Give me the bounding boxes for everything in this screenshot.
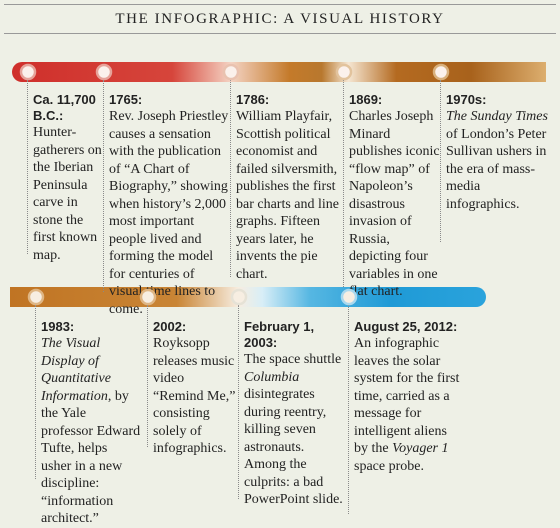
event: 1765: Rev. Joseph Priestley causes a sen… [103,80,229,317]
event-text: space probe. [354,458,424,474]
event-text: disintegrates during reentry, killing se… [244,387,343,507]
event: August 25, 2012: An infographic leaves t… [348,305,464,514]
marker [139,288,157,306]
event-text: The space shuttle [244,352,342,367]
event-text: The Sunday Times [446,109,548,124]
event-text: , by the Yale professor Edward Tufte, he… [41,388,141,527]
marker [95,63,113,81]
event-text: Columbia [244,369,300,385]
event: 1786: William Playfair, Scottish politic… [230,80,340,282]
event-text: Charles Joseph Minard publishes iconic “… [349,109,440,299]
marker [27,288,45,306]
event-text: Hunter-gatherers on the Iberian Peninsul… [33,125,102,263]
marker [432,63,450,81]
event-date: 1983: [41,319,75,334]
event-date: 1869: [349,92,383,107]
event-text: The Visual Display of Quantitative Infor… [41,336,111,404]
event: 1983: The Visual Display of Quantitative… [35,305,141,526]
event-text: Rev. Joseph Priestley causes a sensation… [109,109,229,317]
timeline-bar [10,287,486,307]
marker [335,63,353,81]
event: February 1, 2003: The space shuttle Colu… [238,305,344,507]
event: 2002: Royksopp releases music video “Rem… [147,305,237,456]
title: THE INFOGRAPHIC: A VISUAL HISTORY [4,4,556,34]
event: 1970s: The Sunday Times of London’s Pete… [440,80,554,242]
event-date: Ca. 11,700 B.C.: [33,92,96,123]
event-text: of London’s Peter Sullivan ushers in the… [446,126,547,212]
marker [340,288,358,306]
timeline-bar [12,62,546,82]
event-text: Royksopp releases music video “Remind Me… [153,336,236,456]
marker [19,63,37,81]
event: Ca. 11,700 B.C.: Hunter-gatherers on the… [27,80,105,263]
event-date: February 1, 2003: [244,319,315,350]
event-date: 2002: [153,319,187,334]
marker [222,63,240,81]
event-text: Voyager 1 [392,441,449,456]
event: 1869: Charles Joseph Minard publishes ic… [343,80,441,299]
event-text: An infographic leaves the solar system f… [354,336,460,456]
event-date: 1970s: [446,92,487,107]
event-text: William Playfair, Scottish political eco… [236,109,340,282]
event-date: 1765: [109,92,143,107]
event-date: 1786: [236,92,270,107]
timeline-markers [19,63,450,306]
marker [230,288,248,306]
page: {"title": "THE INFOGRAPHIC: A VISUAL HIS… [4,4,556,526]
event-date: August 25, 2012: [354,319,458,334]
